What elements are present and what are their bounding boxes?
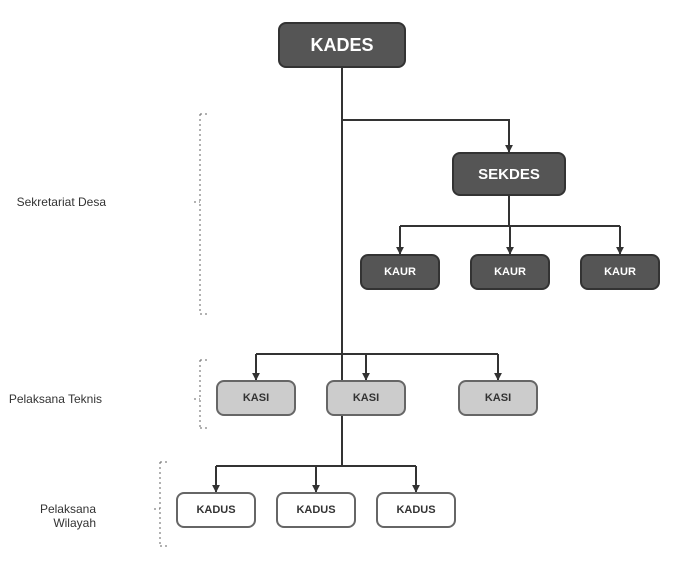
node-label: KAUR (384, 266, 416, 278)
node-label: KASI (353, 392, 379, 404)
node-label: KASI (243, 392, 269, 404)
node-label: KADUS (196, 504, 235, 516)
group-label-wilayah: Pelaksana Wilayah (0, 502, 96, 530)
node-label: KASI (485, 392, 511, 404)
node-kadus: KADUS (176, 492, 256, 528)
node-kasi: KASI (458, 380, 538, 416)
node-kasi: KASI (326, 380, 406, 416)
node-kades: KADES (278, 22, 406, 68)
node-label: SEKDES (478, 166, 540, 183)
node-kadus: KADUS (376, 492, 456, 528)
node-kaur: KAUR (360, 254, 440, 290)
node-label: KAUR (604, 266, 636, 278)
node-sekdes: SEKDES (452, 152, 566, 196)
node-label: KADUS (396, 504, 435, 516)
group-label-sekretariat: Sekretariat Desa (6, 195, 106, 209)
node-label: KAUR (494, 266, 526, 278)
node-label: KADUS (296, 504, 335, 516)
node-kadus: KADUS (276, 492, 356, 528)
node-label: KADES (310, 35, 373, 56)
org-chart: KADES SEKDES KAUR KAUR KAUR KASI KASI KA… (0, 0, 698, 571)
node-kasi: KASI (216, 380, 296, 416)
group-label-teknis: Pelaksana Teknis (2, 392, 102, 406)
node-kaur: KAUR (470, 254, 550, 290)
node-kaur: KAUR (580, 254, 660, 290)
